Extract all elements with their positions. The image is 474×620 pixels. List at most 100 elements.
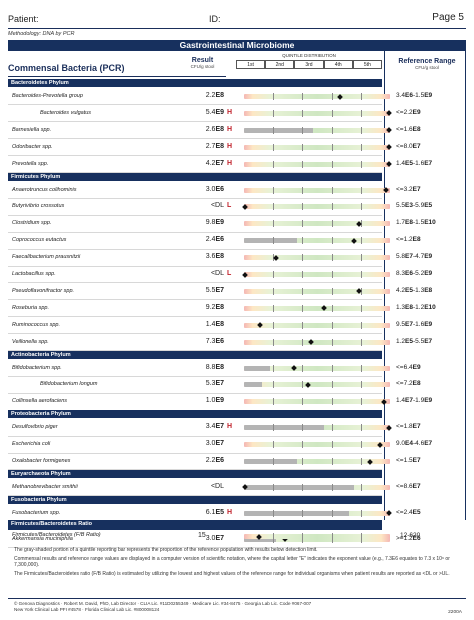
table-row: Clostridium spp. 9.8E9 1.7E8-1.5E10 xyxy=(8,215,466,231)
reference-high-exponent: E9 xyxy=(424,92,433,99)
organism-name: Faecalibacterium prausnitzii xyxy=(12,254,81,261)
result-unit: CFU/g stool xyxy=(190,64,215,69)
reference-range: 1.7E8-1.5E10 xyxy=(396,219,472,226)
phylum-header: Euryarchaeota Phylum xyxy=(8,469,382,478)
quintile-tick xyxy=(331,126,333,134)
reference-high-exponent: E8 xyxy=(424,286,433,294)
organism-name: Collinsella aerofaciens xyxy=(12,398,68,405)
result-value: 7.3E6 xyxy=(188,338,224,345)
below-detection-shading xyxy=(244,536,277,542)
reference-range: 1.4E7-1.9E9 xyxy=(396,397,472,404)
result-mantissa: 9.8 xyxy=(205,219,216,227)
organism-name: Prevotella spp. xyxy=(12,160,49,167)
quintile-tick xyxy=(273,533,275,540)
reference-separator: - xyxy=(413,202,416,210)
reference-high: 1.6 xyxy=(403,125,413,133)
reference-high-exponent: E9 xyxy=(412,363,421,371)
ratio-name: Firmicutes/Bacteroidetes (F/B Ratio) xyxy=(12,532,101,538)
result-flag: H xyxy=(227,159,233,167)
table-row: Lactobacillus spp. <DL L 8.3E6-5.2E9 xyxy=(8,266,466,282)
quintile-tick xyxy=(331,441,333,449)
quintile-tick xyxy=(360,109,362,117)
result-exponent: E7 xyxy=(215,423,224,431)
result-exponent: E9 xyxy=(215,219,224,227)
row-divider xyxy=(8,248,382,250)
quintile-tick xyxy=(302,254,304,262)
reference-high: 1.5 xyxy=(415,219,425,227)
reference-high: 4.6 xyxy=(415,440,425,448)
reference-high: 8.6 xyxy=(403,482,413,490)
row-divider xyxy=(8,104,382,106)
form-code: 2200A xyxy=(448,610,462,615)
quintile-tick xyxy=(331,254,333,262)
reference-range: <=8.0E7 xyxy=(396,143,472,150)
organism-name: Bacteroides-Prevotella group xyxy=(12,93,83,99)
quintile-tick xyxy=(302,143,304,151)
reference-high: 1.3 xyxy=(415,286,425,294)
quintile-tick xyxy=(273,287,275,295)
quintile-tick xyxy=(302,304,304,312)
reference-range: 3.4E6-1.5E9 xyxy=(396,92,472,99)
quintile-tick xyxy=(302,441,304,449)
row-divider xyxy=(8,316,382,318)
result-value: 5.4E9 xyxy=(188,109,224,116)
reference-low: 8.3 xyxy=(396,270,406,277)
quintile-bar xyxy=(244,458,390,465)
quintile-tick xyxy=(360,186,362,194)
result-mantissa: 1.0 xyxy=(205,397,216,405)
result-exponent: E6 xyxy=(215,337,224,345)
table-row: Bacteroides vulgatus 5.4E9 H <=2.2E9 xyxy=(8,105,466,121)
reference-separator: - xyxy=(413,320,416,328)
quintile-tick xyxy=(331,424,333,432)
reference-separator: <= xyxy=(396,185,404,193)
quintile-tick xyxy=(302,186,304,194)
below-detection-shading xyxy=(244,510,350,516)
result-value: 8.8E8 xyxy=(188,364,224,371)
row-divider xyxy=(8,375,382,377)
organism-name: Pseudoflavonifractor spp. xyxy=(12,287,75,294)
organism-name: Escherichia coli xyxy=(12,441,51,448)
quintile-tick xyxy=(302,203,304,211)
result-exponent: E7 xyxy=(215,380,224,388)
result-mantissa: 2.2 xyxy=(205,92,216,99)
reference-separator: - xyxy=(413,440,416,448)
row-divider xyxy=(8,547,382,549)
quintile-tick xyxy=(331,220,333,228)
result-mantissa: 6.1 xyxy=(205,508,216,516)
quintile-bar xyxy=(244,321,390,329)
result-mantissa: 2.4 xyxy=(205,236,216,244)
quintile-4th: 4th xyxy=(323,60,353,69)
table-row: Methanobrevibacter smithii <DL <=8.6E7 xyxy=(8,479,466,495)
table-row: Bifidobacterium longum 5.3E7 <=7.2E8 xyxy=(8,376,466,392)
note-fb-ratio: The Firmicutes/Bacteroidetes ratio (F/B … xyxy=(14,570,450,577)
reference-high-exponent: E9 xyxy=(424,270,433,277)
table-row: Oxalobacter formigenes 2.2E6 <=1.5E7 xyxy=(8,453,466,469)
quintile-tick xyxy=(273,143,275,151)
reference-low-exponent: E5 xyxy=(405,159,413,167)
note-scientific-notation: Commensal results and reference range va… xyxy=(14,555,450,569)
reference-high-exponent: E9 xyxy=(424,253,433,261)
reference-high-exponent: E7 xyxy=(412,423,421,431)
organism-name: Akkermansia muciniphila xyxy=(12,535,73,542)
ratio-reference: 12-620 xyxy=(400,532,421,539)
reference-high-exponent: E7 xyxy=(424,337,433,345)
quintile-tick xyxy=(360,381,362,389)
row-divider xyxy=(8,299,382,301)
methodology-note: Methodology: DNA by PCR xyxy=(8,31,75,37)
result-value: <DL xyxy=(188,202,224,209)
ratio-quintile-bar xyxy=(244,533,390,540)
result-exponent: E8 xyxy=(215,320,224,328)
quintile-tick xyxy=(360,160,362,168)
phylum-header: Bacteroidetes Phylum xyxy=(8,79,382,87)
reference-separator: <= xyxy=(396,508,404,516)
result-value: 5.3E7 xyxy=(188,380,224,387)
quintile-bar xyxy=(244,509,392,517)
quintile-tick xyxy=(273,364,275,372)
phylum-header: Firmicutes Phylum xyxy=(8,172,382,181)
reference-high-exponent: E7 xyxy=(412,457,421,464)
reference-high-exponent: E9 xyxy=(424,320,433,328)
quintile-tick xyxy=(273,458,275,465)
quintile-tick xyxy=(302,533,304,540)
reference-low-exponent: E4 xyxy=(405,440,413,448)
result-exponent: E7 xyxy=(215,159,224,167)
